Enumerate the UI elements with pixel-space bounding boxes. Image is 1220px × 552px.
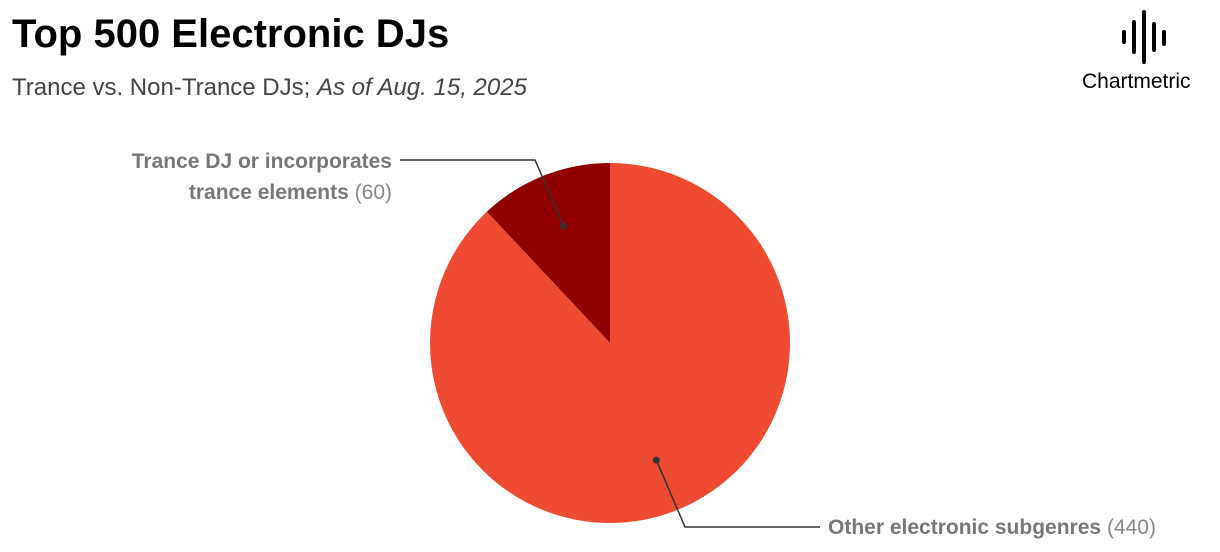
brand: Chartmetric bbox=[1082, 70, 1191, 93]
pie-slice bbox=[430, 163, 791, 523]
subtitle-note: As of Aug. 15, 2025 bbox=[316, 74, 527, 101]
leader-line bbox=[400, 159, 565, 227]
subtitle: Trance vs. Non-Trance DJs; As of Aug. 15… bbox=[12, 74, 527, 102]
leader-dot bbox=[560, 222, 568, 230]
category-label: Other electronic subgenres bbox=[828, 516, 1102, 539]
leader-dot bbox=[652, 456, 660, 464]
logo-icon bbox=[1122, 10, 1166, 64]
subtitle-text: Trance vs. Non-Trance DJs; bbox=[12, 74, 311, 101]
value-label: (440) bbox=[1106, 516, 1156, 539]
chart-title: Top 500 Electronic DJs bbox=[12, 12, 450, 56]
leader-line bbox=[655, 459, 820, 528]
pie-slice bbox=[486, 163, 610, 343]
value-label: (60) bbox=[354, 181, 392, 204]
slice-label: Other electronic subgenres (440) bbox=[828, 512, 1156, 543]
category-label: Trance DJ or incorporates trance element… bbox=[131, 150, 392, 204]
slice-label: Trance DJ or incorporates trance element… bbox=[72, 146, 392, 208]
